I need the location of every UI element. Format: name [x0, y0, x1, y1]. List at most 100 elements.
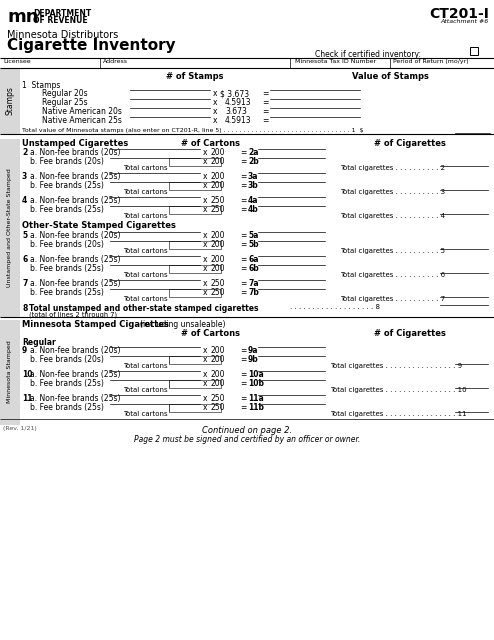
Text: 4.5913: 4.5913: [225, 116, 251, 125]
Bar: [169, 380, 221, 388]
Text: Native American 25s: Native American 25s: [42, 116, 122, 125]
Text: 7: 7: [22, 279, 27, 288]
Text: # of Cartons: # of Cartons: [180, 139, 240, 148]
Text: 200: 200: [210, 355, 224, 364]
Text: b. Fee brands (20s): b. Fee brands (20s): [30, 157, 104, 166]
Text: 10: 10: [22, 370, 33, 379]
Text: =: =: [262, 116, 268, 125]
Text: 11b: 11b: [248, 403, 264, 412]
Bar: [470, 47, 478, 55]
Bar: [169, 241, 221, 249]
Text: $ 3.673: $ 3.673: [220, 89, 249, 98]
Text: x: x: [203, 279, 207, 288]
Text: 5: 5: [22, 231, 27, 240]
Text: 200: 200: [210, 379, 224, 388]
Text: . . . . . . . . . . . . . . . . . . . 8: . . . . . . . . . . . . . . . . . . . 8: [290, 304, 380, 310]
Text: Page 2 must be signed and certified by an officer or owner.: Page 2 must be signed and certified by a…: [134, 435, 360, 444]
Text: OF REVENUE: OF REVENUE: [33, 16, 87, 25]
Text: x: x: [203, 196, 207, 205]
Text: Total cigarettes . . . . . . . . . . 2: Total cigarettes . . . . . . . . . . 2: [340, 165, 445, 171]
Text: Total cartons: Total cartons: [124, 411, 168, 417]
Text: x: x: [203, 231, 207, 240]
Text: =: =: [262, 89, 268, 98]
Text: 11a: 11a: [248, 394, 264, 403]
Text: 250: 250: [210, 205, 224, 214]
Bar: [169, 404, 221, 412]
Text: b. Fee brands (25s): b. Fee brands (25s): [30, 264, 104, 273]
Text: =: =: [240, 264, 247, 273]
Text: 200: 200: [210, 240, 224, 249]
Text: Continued on page 2.: Continued on page 2.: [202, 426, 292, 435]
Text: x: x: [203, 255, 207, 264]
Text: a. Non-fee brands (25s): a. Non-fee brands (25s): [30, 172, 121, 181]
Text: Cigarette Inventory: Cigarette Inventory: [7, 38, 176, 53]
Text: Total cigarettes . . . . . . . . . . 3: Total cigarettes . . . . . . . . . . 3: [340, 189, 445, 195]
Text: 4: 4: [22, 196, 27, 205]
Text: 5b: 5b: [248, 240, 259, 249]
Text: Minnesota Tax ID Number: Minnesota Tax ID Number: [295, 59, 376, 64]
Text: Licensee: Licensee: [3, 59, 31, 64]
Text: =: =: [240, 231, 247, 240]
Text: 3.673: 3.673: [225, 107, 247, 116]
Text: x: x: [213, 89, 217, 98]
Text: Total cigarettes . . . . . . . . . . . . . . . . 11: Total cigarettes . . . . . . . . . . . .…: [330, 411, 467, 417]
Text: x: x: [213, 98, 217, 107]
Text: Other-State Stamped Cigarettes: Other-State Stamped Cigarettes: [22, 221, 176, 230]
Text: 2: 2: [22, 148, 27, 157]
Text: Minnesota Stamped: Minnesota Stamped: [7, 340, 12, 403]
Text: 200: 200: [210, 346, 224, 355]
Text: 1  Stamps: 1 Stamps: [22, 81, 60, 90]
Text: Minnesota Distributors: Minnesota Distributors: [7, 30, 118, 40]
Text: =: =: [240, 196, 247, 205]
Text: x: x: [203, 288, 207, 297]
Text: a. Non-fee brands (25s): a. Non-fee brands (25s): [30, 279, 121, 288]
Text: Unstamped Cigarettes: Unstamped Cigarettes: [22, 139, 128, 148]
Text: b. Fee brands (25s): b. Fee brands (25s): [30, 181, 104, 190]
Text: 200: 200: [210, 157, 224, 166]
Text: 6: 6: [22, 255, 27, 264]
Text: 10a: 10a: [248, 370, 264, 379]
Text: 10b: 10b: [248, 379, 264, 388]
Text: =: =: [240, 255, 247, 264]
Text: =: =: [240, 370, 247, 379]
Text: Total cigarettes . . . . . . . . . . 6: Total cigarettes . . . . . . . . . . 6: [340, 272, 445, 278]
Text: Stamps: Stamps: [5, 86, 14, 115]
Text: # of Cigarettes: # of Cigarettes: [374, 329, 446, 338]
Text: Period of Return (mo/yr): Period of Return (mo/yr): [393, 59, 469, 64]
Text: # of Stamps: # of Stamps: [166, 72, 224, 81]
Text: x: x: [203, 240, 207, 249]
Text: 250: 250: [210, 279, 224, 288]
Text: b. Fee brands (20s): b. Fee brands (20s): [30, 355, 104, 364]
Text: Total unstamped and other-state stamped cigarettes: Total unstamped and other-state stamped …: [29, 304, 258, 313]
Text: 250: 250: [210, 403, 224, 412]
Text: 7b: 7b: [248, 288, 259, 297]
Text: 200: 200: [210, 370, 224, 379]
Text: x: x: [203, 346, 207, 355]
Bar: [169, 206, 221, 214]
Text: 2b: 2b: [248, 157, 259, 166]
Text: 7a: 7a: [248, 279, 259, 288]
Text: 200: 200: [210, 148, 224, 157]
Bar: [169, 289, 221, 297]
Text: 3a: 3a: [248, 172, 258, 181]
Text: Native American 20s: Native American 20s: [42, 107, 122, 116]
Text: =: =: [240, 279, 247, 288]
Text: 6b: 6b: [248, 264, 259, 273]
Text: (total of lines 2 through 7): (total of lines 2 through 7): [29, 311, 117, 317]
Text: =: =: [240, 205, 247, 214]
Text: Total cartons: Total cartons: [124, 363, 168, 369]
Text: 2a: 2a: [248, 148, 258, 157]
Text: x: x: [213, 107, 217, 116]
Text: DEPARTMENT: DEPARTMENT: [33, 9, 91, 18]
Text: b. Fee brands (25s): b. Fee brands (25s): [30, 288, 104, 297]
Text: x: x: [203, 148, 207, 157]
Text: 3: 3: [22, 172, 27, 181]
Text: 9a: 9a: [248, 346, 258, 355]
Text: 200: 200: [210, 172, 224, 181]
Text: x: x: [203, 394, 207, 403]
Text: Total cigarettes . . . . . . . . . . . . . . . . 10: Total cigarettes . . . . . . . . . . . .…: [330, 387, 467, 393]
Text: Regular 25s: Regular 25s: [42, 98, 87, 107]
Text: =: =: [240, 403, 247, 412]
Bar: [169, 158, 221, 166]
Text: b. Fee brands (20s): b. Fee brands (20s): [30, 240, 104, 249]
